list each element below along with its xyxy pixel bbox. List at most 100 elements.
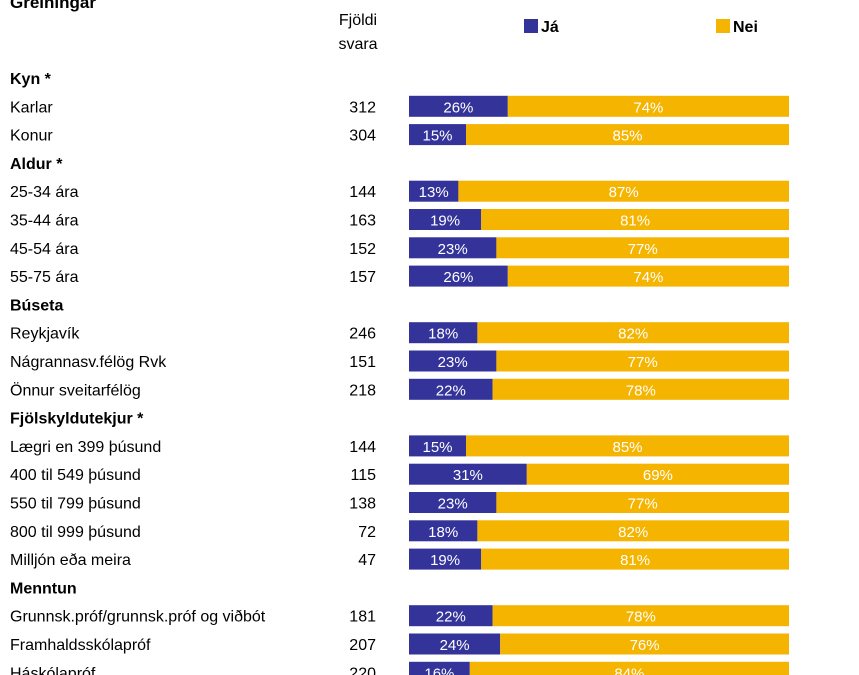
row-label: Grunnsk.próf/grunnsk.próf og viðbót [10, 609, 266, 626]
group-label: Búseta [10, 297, 63, 314]
bar-label-nei: 78% [626, 609, 656, 626]
bar-label-ja: 24% [440, 637, 470, 654]
bar-label-nei: 85% [612, 439, 642, 456]
bar-nei [496, 237, 789, 259]
row-label: Konur [10, 128, 53, 145]
legend-swatch-ja [524, 19, 538, 33]
bar-label-nei: 77% [628, 354, 658, 371]
row-label: Reykjavík [10, 326, 80, 343]
bar-ja [409, 661, 470, 675]
row-label: 800 til 999 þúsund [10, 524, 141, 541]
row-label: Nágrannasv.félög Rvk [10, 354, 167, 371]
bar-nei [481, 209, 789, 230]
row-count: 304 [349, 128, 376, 145]
bar-nei [469, 661, 789, 675]
row-count: 152 [349, 241, 376, 258]
bar-ja [409, 124, 466, 146]
legend-label-ja: Já [541, 19, 559, 36]
row-label: 550 til 799 þúsund [10, 496, 141, 513]
row-label: 400 til 549 þúsund [10, 467, 141, 484]
bar-ja [409, 265, 508, 287]
bar-ja [409, 605, 493, 627]
row-label: Karlar [10, 99, 53, 116]
row-label: Lægri en 399 þúsund [10, 439, 161, 456]
bar-label-nei: 82% [618, 524, 648, 541]
row-count: 207 [349, 637, 376, 654]
bar-label-nei: 77% [628, 241, 658, 258]
row-count: 312 [349, 99, 376, 116]
bar-label-ja: 26% [443, 269, 473, 286]
bar-ja [409, 237, 497, 259]
row-count: 138 [349, 496, 376, 513]
bar-nei [496, 492, 789, 513]
row-count: 144 [349, 184, 376, 201]
bar-label-ja: 23% [438, 496, 468, 513]
bar-label-ja: 15% [422, 128, 452, 145]
bar-label-ja: 19% [430, 552, 460, 569]
row-count: 72 [358, 524, 376, 541]
bar-label-nei: 85% [612, 128, 642, 145]
bar-ja [409, 180, 459, 202]
bar-label-ja: 18% [428, 524, 458, 541]
row-count: 157 [349, 269, 376, 286]
legend-swatch-nei [716, 19, 730, 33]
bar-label-ja: 23% [438, 354, 468, 371]
row-label: Háskólapróf [10, 665, 96, 675]
bar-nei [507, 265, 789, 287]
row-label: Framhaldsskólapróf [10, 637, 151, 654]
bar-nei [526, 463, 789, 485]
count-header-line1: Fjöldi [339, 12, 377, 29]
row-label: 55-75 ára [10, 269, 79, 286]
bar-ja [409, 633, 501, 655]
bar-label-nei: 76% [630, 637, 660, 654]
bar-label-ja: 23% [438, 241, 468, 258]
bar-label-ja: 22% [436, 609, 466, 626]
bar-nei [481, 548, 789, 570]
bar-label-nei: 81% [620, 213, 650, 230]
bar-ja [409, 492, 497, 513]
bar-nei [458, 180, 789, 202]
bar-ja [409, 209, 482, 230]
count-header-line2: svara [338, 36, 377, 53]
bar-label-nei: 81% [620, 552, 650, 569]
group-label: Kyn * [10, 71, 52, 88]
row-count: 115 [350, 467, 376, 484]
bar-nei [492, 378, 789, 400]
bar-ja [409, 548, 482, 570]
group-label: Menntun [10, 580, 77, 597]
bar-label-ja: 31% [453, 467, 483, 484]
bar-label-ja: 19% [430, 213, 460, 230]
row-label: Milljón eða meira [10, 552, 131, 569]
bar-nei [500, 633, 789, 655]
row-count: 163 [349, 213, 376, 230]
row-label: Önnur sveitarfélög [10, 381, 141, 399]
row-label: 35-44 ára [10, 213, 79, 230]
bar-nei [466, 435, 789, 457]
bar-ja [409, 520, 478, 542]
group-label: Fjölskyldutekjur * [10, 411, 144, 428]
row-label: 45-54 ára [10, 241, 79, 258]
row-count: 220 [349, 665, 376, 675]
bar-ja [409, 463, 527, 485]
bar-label-nei: 74% [633, 99, 663, 116]
bar-label-nei: 78% [626, 382, 656, 399]
bar-nei [466, 124, 789, 146]
page-title: Greiningar [10, 0, 96, 12]
bar-label-nei: 82% [618, 326, 648, 343]
bar-ja [409, 322, 478, 344]
group-label: Aldur * [10, 156, 63, 173]
bar-label-nei: 69% [643, 467, 673, 484]
bar-label-ja: 22% [436, 382, 466, 399]
legend-label-nei: Nei [733, 19, 758, 36]
bar-label-ja: 26% [443, 99, 473, 116]
bar-ja [409, 378, 493, 400]
bar-label-nei: 77% [628, 496, 658, 513]
bar-label-ja: 13% [419, 184, 449, 201]
row-count: 144 [349, 439, 376, 456]
bar-ja [409, 435, 466, 457]
row-count: 246 [349, 326, 376, 343]
bar-ja [409, 350, 497, 372]
bar-label-ja: 15% [422, 439, 452, 456]
row-label: 25-34 ára [10, 184, 79, 201]
